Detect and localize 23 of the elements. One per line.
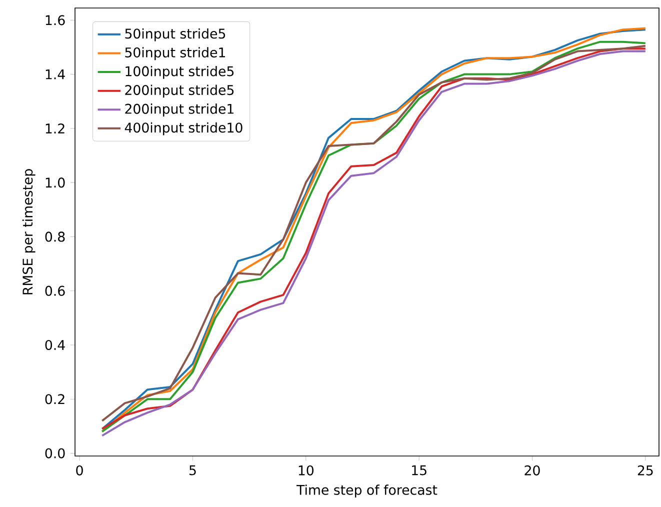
x-tick-label: 5 [189, 465, 196, 476]
y-tick-label: 0.8 [45, 232, 65, 242]
y-tick-label: 0.6 [45, 286, 65, 296]
y-axis-title: RMSE per timestep [22, 169, 36, 294]
y-tick-label: 1.2 [46, 123, 64, 134]
legend-label: 400input stride10 [124, 122, 242, 136]
y-tick-label: 1.4 [46, 69, 65, 80]
legend-label: 200input stride1 [125, 104, 234, 116]
x-tick-label: 25 [638, 465, 653, 476]
x-axis-title: Time step of forecast [296, 484, 438, 498]
y-tick-label: 1.0 [46, 178, 65, 188]
legend-label: 50input stride1 [125, 47, 225, 60]
y-tick-label: 0.4 [45, 340, 65, 350]
y-tick-label: 0.2 [45, 394, 64, 404]
x-tick-label: 15 [412, 465, 426, 476]
y-tick-label: 0.0 [45, 448, 65, 458]
legend-label: 50input stride5 [125, 28, 226, 42]
legend-label: 200input stride5 [125, 84, 234, 98]
legend-label: 100input stride5 [126, 66, 234, 79]
y-tick-label: 1.6 [46, 15, 65, 26]
x-tick-label: 0 [76, 465, 83, 476]
x-tick-label: 20 [524, 465, 540, 476]
x-tick-label: 10 [298, 465, 314, 476]
